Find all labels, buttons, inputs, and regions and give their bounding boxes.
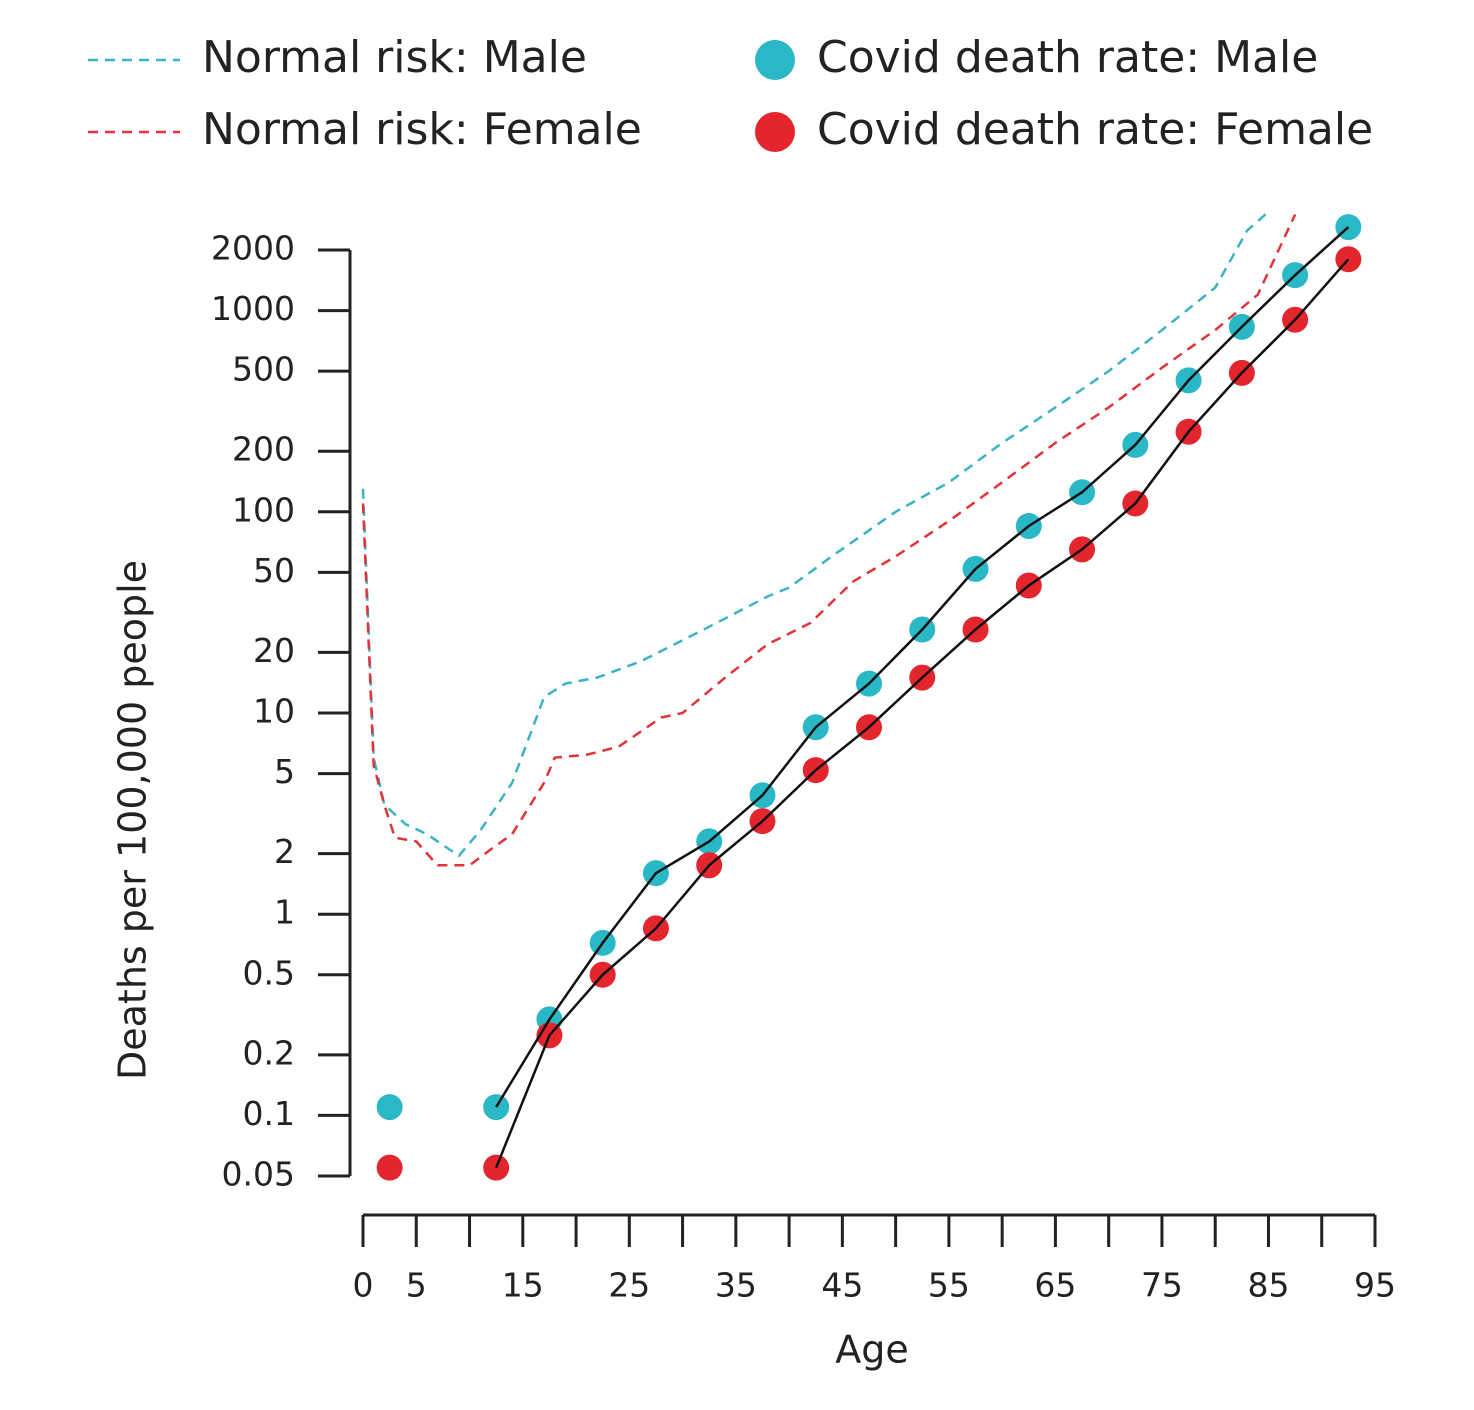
x-tick-label: 75 [1141, 1266, 1183, 1305]
legend-label: Covid death rate: Female [817, 104, 1373, 155]
x-tick-label: 0 [353, 1266, 374, 1305]
legend-swatch [755, 40, 795, 80]
legend-swatch [755, 112, 795, 152]
y-tick-label: 500 [232, 350, 295, 389]
y-tick-label: 1000 [211, 289, 295, 328]
x-tick-label: 35 [715, 1266, 757, 1305]
legend-label: Normal risk: Male [202, 32, 587, 83]
x-axis-label: Age [835, 1328, 909, 1372]
y-tick-label: 20 [253, 631, 295, 670]
y-axis-label: Deaths per 100,000 people [111, 560, 155, 1080]
legend-label: Normal risk: Female [202, 104, 642, 155]
x-tick-label: 55 [928, 1266, 970, 1305]
x-tick-label: 85 [1247, 1266, 1289, 1305]
y-tick-label: 100 [232, 490, 295, 529]
y-tick-label: 10 [253, 692, 295, 731]
y-tick-label: 50 [253, 551, 295, 590]
x-tick-label: 95 [1354, 1266, 1396, 1305]
x-tick-label: 25 [608, 1266, 650, 1305]
covid-dot [376, 1154, 403, 1181]
x-tick-label: 65 [1034, 1266, 1076, 1305]
y-tick-label: 0.05 [222, 1155, 295, 1194]
y-tick-label: 2000 [211, 229, 295, 268]
legend-label: Covid death rate: Male [817, 32, 1318, 83]
normal-risk-line [361, 210, 1270, 858]
normal-risk-line [361, 214, 1297, 867]
y-tick-label: 0.2 [243, 1033, 295, 1072]
y-tick-label: 0.5 [243, 953, 295, 992]
covid-line [494, 258, 1350, 1169]
y-tick-label: 200 [232, 430, 295, 469]
y-tick-label: 5 [274, 752, 295, 791]
covid-line [495, 226, 1350, 1108]
covid-dot [376, 1094, 403, 1121]
x-tick-label: 15 [502, 1266, 544, 1305]
x-tick-label: 45 [821, 1266, 863, 1305]
y-tick-label: 1 [274, 893, 295, 932]
y-tick-label: 2 [274, 832, 295, 871]
y-tick-label: 0.1 [243, 1094, 295, 1133]
x-tick-label: 5 [406, 1266, 427, 1305]
